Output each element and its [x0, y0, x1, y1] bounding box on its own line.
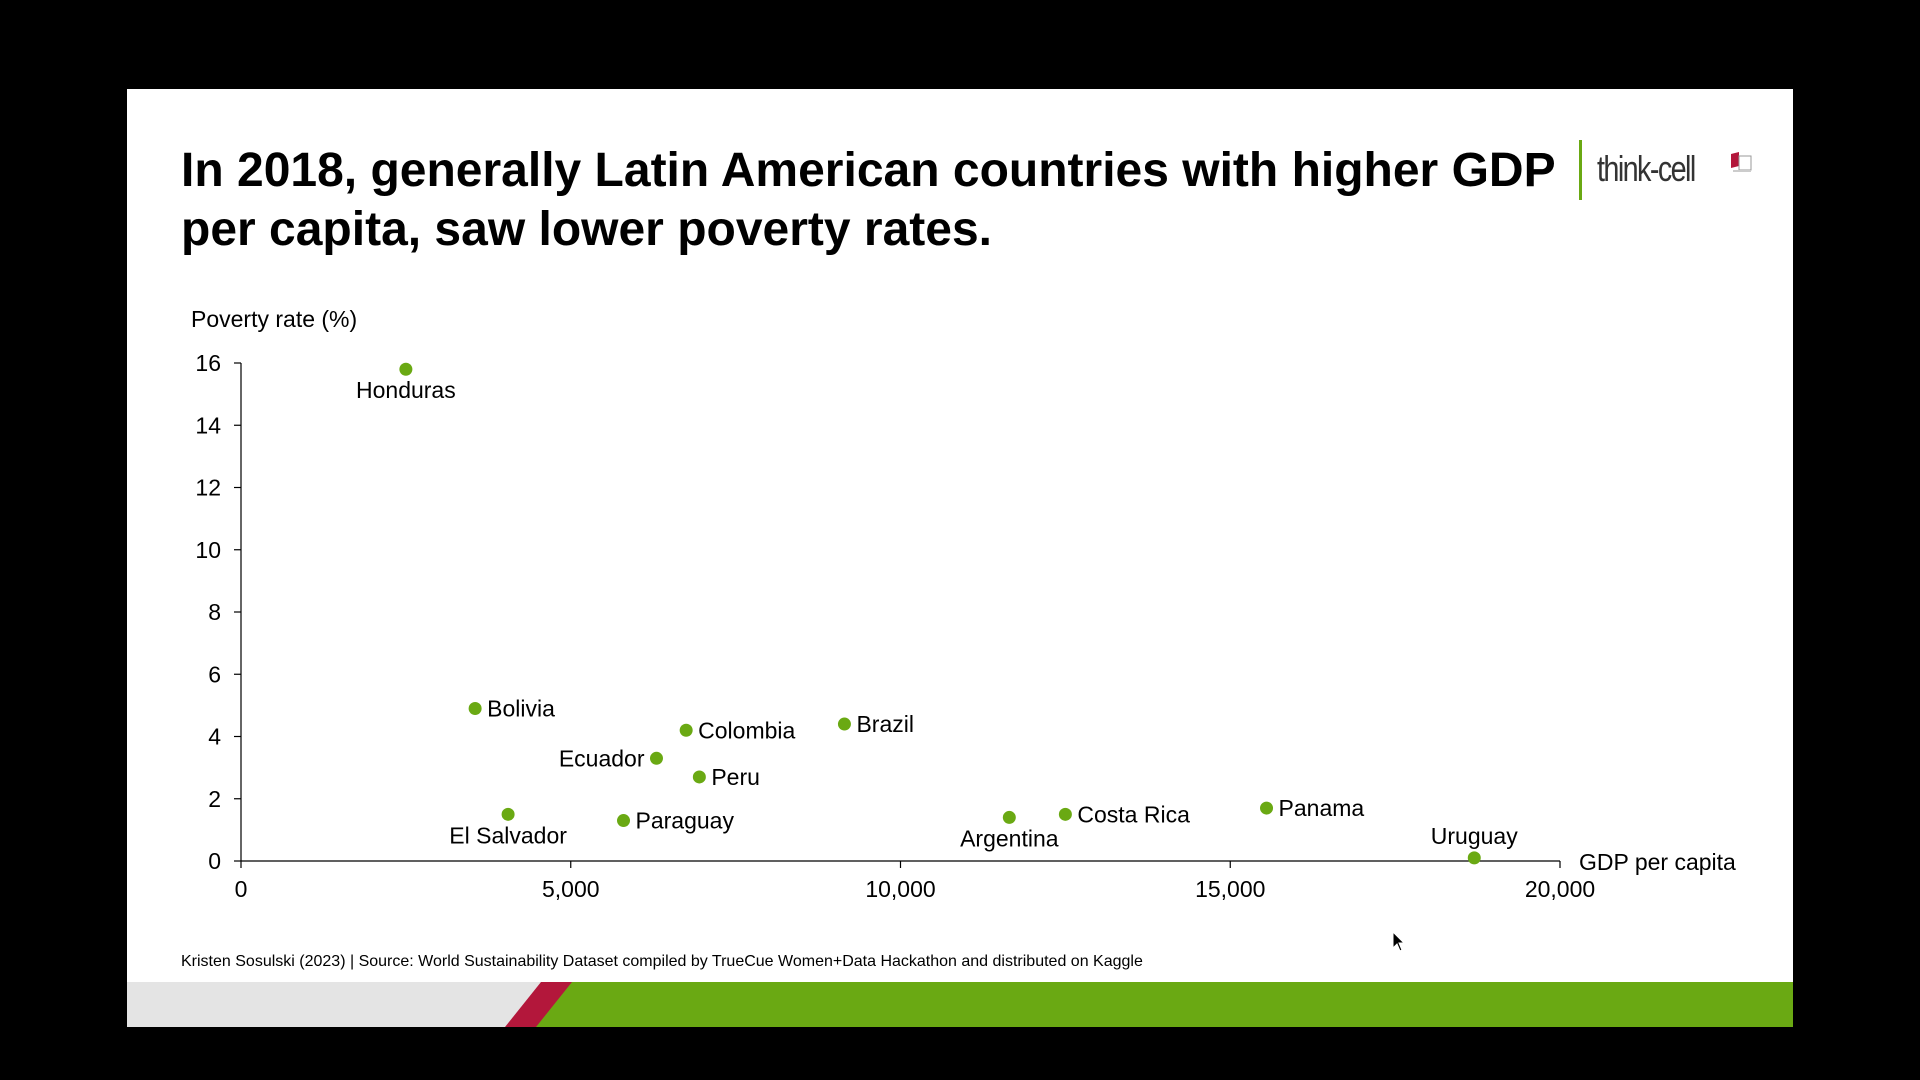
x-tick-label: 20,000	[1525, 876, 1595, 902]
data-point-label: Argentina	[960, 825, 1059, 851]
data-point-label: Honduras	[356, 377, 456, 403]
y-tick-label: 8	[208, 599, 221, 625]
data-point	[1467, 851, 1481, 865]
data-point	[649, 751, 663, 765]
x-tick-label: 15,000	[1195, 876, 1265, 902]
y-tick-label: 0	[208, 848, 221, 874]
source-footnote: Kristen Sosulski (2023) | Source: World …	[181, 953, 1143, 970]
data-point	[617, 814, 631, 828]
data-point-label: Paraguay	[636, 808, 735, 834]
y-tick-label: 6	[208, 661, 221, 687]
data-point	[501, 807, 515, 821]
data-point	[1002, 810, 1016, 824]
slide-title: In 2018, generally Latin American countr…	[181, 144, 1555, 256]
data-point	[692, 770, 706, 784]
x-axis-label: GDP per capita	[1579, 849, 1736, 875]
think-cell-logo: think-cell	[1579, 140, 1759, 200]
y-tick-label: 14	[195, 412, 221, 438]
logo-text: think-cell	[1597, 148, 1696, 189]
y-axis-label: Poverty rate (%)	[191, 306, 357, 332]
data-point-label: El Salvador	[449, 822, 567, 848]
data-points: Honduras Bolivia El Salvador Paraguay Ecuado…	[356, 362, 1518, 865]
data-point	[1058, 807, 1072, 821]
x-tick-label: 5,000	[542, 876, 600, 902]
data-point-label: Peru	[711, 764, 760, 790]
data-point	[468, 701, 482, 715]
data-point-label: Colombia	[698, 717, 795, 743]
data-point-label: Ecuador	[559, 745, 645, 771]
data-point-label: Uruguay	[1431, 823, 1518, 849]
y-tick-label: 12	[195, 475, 221, 501]
x-tick-label: 0	[235, 876, 248, 902]
data-point	[1260, 801, 1274, 815]
logo-divider	[1579, 140, 1582, 200]
data-point-label: Panama	[1279, 795, 1365, 821]
data-point	[399, 362, 413, 376]
y-tick-label: 2	[208, 786, 221, 812]
mouse-cursor-icon	[1392, 931, 1406, 952]
data-point-label: Bolivia	[487, 695, 555, 721]
footer-bar	[127, 982, 1793, 1027]
slide: In 2018, generally Latin American countr…	[127, 89, 1793, 1027]
y-tick-label: 10	[195, 537, 221, 563]
data-point	[679, 723, 693, 737]
y-axis: 0 2 4 6 8 10 12 14 16	[195, 350, 242, 874]
think-cell-logo-icon	[1731, 152, 1752, 172]
data-point	[837, 717, 851, 731]
data-point-label: Costa Rica	[1077, 801, 1190, 827]
x-tick-label: 10,000	[865, 876, 935, 902]
data-point-label: Brazil	[856, 711, 914, 737]
y-tick-label: 16	[195, 350, 221, 376]
y-tick-label: 4	[208, 724, 221, 750]
footer-accent	[505, 982, 1793, 1027]
x-axis: 0 5,000 10,000 15,000 20,000	[235, 860, 1595, 902]
scatter-chart: 0 2 4 6 8 10 12 14 16 0 5,000 10,000 15,000 20,000 H…	[191, 306, 1736, 902]
